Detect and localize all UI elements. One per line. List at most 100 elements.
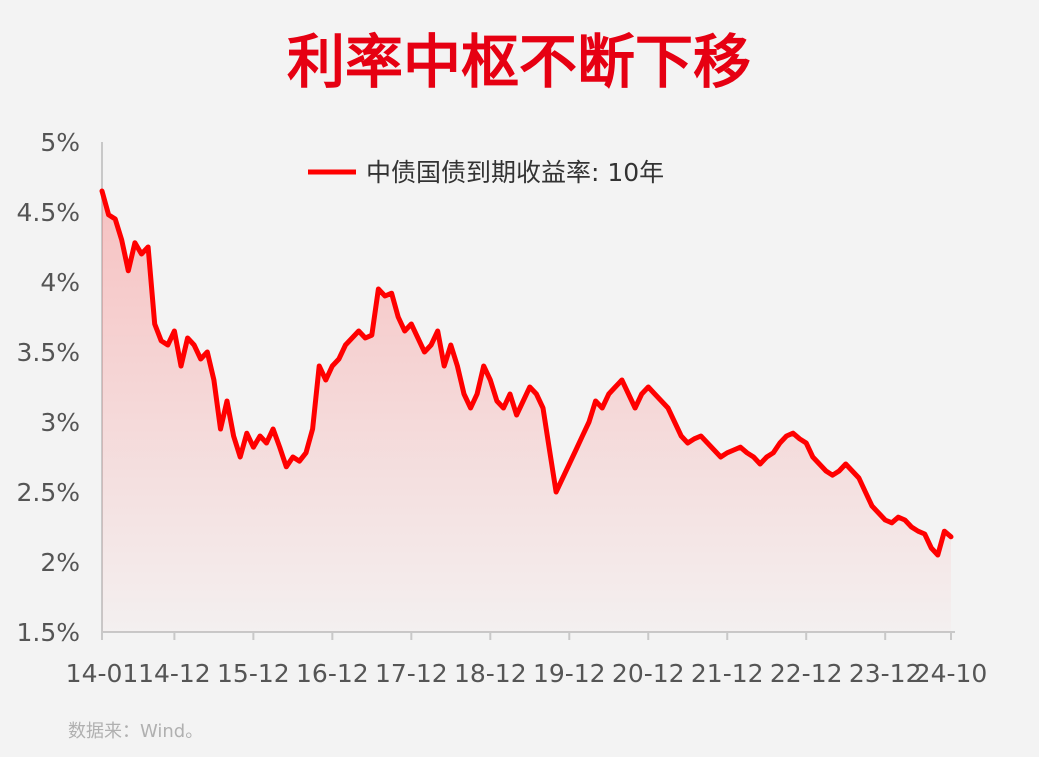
x-tick-label: 18-12 (454, 659, 527, 688)
data-point (601, 407, 603, 409)
data-point (891, 522, 893, 524)
data-point (884, 519, 886, 521)
data-point (798, 438, 801, 440)
data-point (752, 456, 755, 458)
data-point (305, 452, 307, 454)
data-point (818, 463, 821, 465)
legend: 中债国债到期收益率: 10年 (308, 158, 664, 187)
data-point (101, 190, 103, 192)
data-point (318, 365, 321, 367)
data-point (864, 491, 867, 493)
data-point (673, 421, 676, 423)
data-point (627, 393, 630, 395)
data-point (713, 449, 715, 451)
data-point (186, 337, 189, 339)
data-point (127, 270, 130, 272)
data-point (252, 446, 255, 449)
data-point (502, 407, 505, 409)
x-tick-label: 14-12 (138, 659, 211, 688)
data-point (851, 470, 854, 472)
data-point (581, 435, 584, 437)
data-point (397, 316, 400, 318)
data-point (529, 386, 531, 388)
data-point (285, 466, 288, 468)
x-tick-label: 16-12 (296, 659, 369, 688)
data-point (377, 288, 380, 290)
data-point (858, 477, 860, 479)
data-point (134, 242, 136, 244)
data-point (509, 393, 511, 395)
data-point (160, 340, 162, 342)
y-tick-label: 3% (40, 408, 80, 437)
x-tick-label: 20-12 (612, 659, 685, 688)
x-tick-label: 17-12 (375, 659, 448, 688)
data-point (403, 330, 406, 332)
data-point (923, 533, 926, 535)
x-tick-label: 21-12 (691, 659, 764, 688)
chart-title: 利率中枢不断下移 (287, 28, 751, 96)
data-point (706, 442, 709, 444)
data-point (384, 295, 386, 297)
data-point (410, 323, 413, 325)
data-point (522, 400, 524, 402)
data-point (825, 470, 827, 472)
data-point (140, 253, 143, 255)
data-point (654, 393, 656, 395)
data-point (739, 446, 742, 449)
data-point (153, 323, 156, 325)
data-point (436, 330, 439, 332)
x-tick-label: 15-12 (217, 659, 290, 688)
data-point (621, 379, 623, 381)
data-point (765, 456, 768, 458)
data-point (785, 435, 788, 437)
data-point (272, 428, 274, 430)
data-point (239, 456, 241, 458)
data-point (193, 344, 195, 346)
x-axis: 14-01 14-12 15-12 16-12 17-12 18-12 19-12 20-12… (66, 631, 988, 688)
data-point (114, 218, 116, 220)
y-tick-label: 5% (40, 128, 80, 157)
data-point (561, 477, 564, 479)
data-point (937, 554, 939, 556)
data-point (463, 393, 465, 395)
data-point (325, 379, 327, 381)
data-point (792, 432, 794, 435)
data-point (430, 344, 432, 346)
data-point (417, 337, 419, 339)
y-axis: 1.5% 2% 2.5% 3% 3.5% 4% 4.5% 5% (16, 128, 103, 647)
data-point (647, 386, 650, 388)
data-point (311, 428, 314, 430)
data-point (364, 337, 367, 339)
data-point (482, 365, 485, 367)
data-point (147, 246, 149, 248)
y-tick-label: 4% (40, 268, 80, 297)
data-point (733, 449, 735, 451)
data-point (693, 438, 696, 440)
data-point (450, 344, 452, 346)
y-tick-label: 3.5% (16, 338, 80, 367)
x-tick-label: 24-10 (915, 659, 988, 688)
data-point (226, 400, 228, 402)
data-point (423, 351, 426, 353)
series-area-fill (102, 191, 951, 632)
source-note: 数据来：Wind。 (68, 721, 203, 742)
data-point (680, 435, 682, 437)
data-point (476, 393, 478, 395)
data-point (259, 435, 261, 437)
data-point (338, 358, 340, 360)
series-line-10y-yield (99, 188, 954, 558)
data-point (844, 463, 847, 465)
data-point (206, 351, 209, 353)
data-point (634, 407, 636, 409)
data-point (700, 435, 702, 437)
data-point (542, 407, 544, 409)
legend-label: 中债国债到期收益率: 10年 (366, 158, 664, 187)
data-point (660, 400, 663, 402)
data-point (614, 386, 617, 388)
data-point (298, 460, 301, 463)
data-point (292, 456, 294, 458)
data-point (489, 379, 492, 381)
data-point (917, 530, 919, 532)
